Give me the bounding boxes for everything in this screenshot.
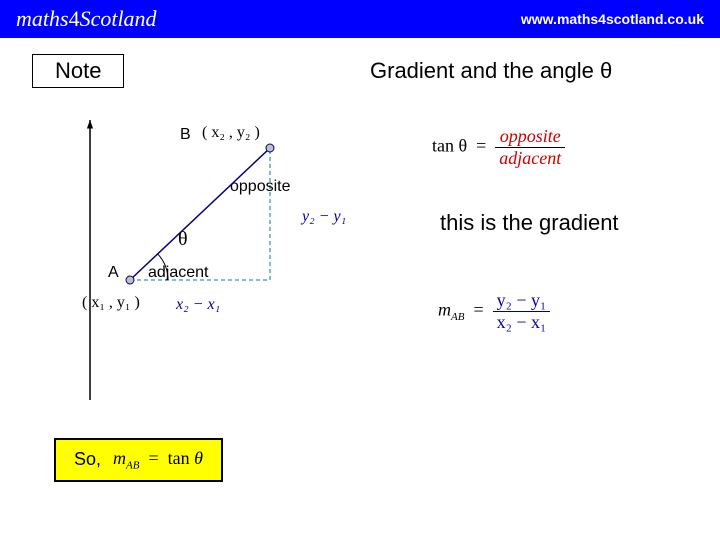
tan-formula: tan θ = opposite adjacent [432,126,565,169]
mab-formula: mAB = y₂ − y₁ x₂ − x₁ [438,290,550,333]
mab-num: y₂ − y₁ [493,290,551,312]
so-box: So, mAB = tan θ [54,438,223,482]
brand-prefix: maths [16,6,69,31]
tan-eq-sign: = [476,136,486,156]
header-url: www.maths4scotland.co.uk [521,11,704,27]
brand-num: 4 [69,6,80,31]
mab-sub: AB [451,311,464,323]
label-b: B [180,126,191,144]
mab-eq-sign: = [473,300,483,320]
coord-b: ( x₂ , y₂ ) [202,124,260,142]
title-prefix: Gradient and the angle [370,58,600,83]
gradient-note: this is the gradient [440,210,619,236]
note-label: Note [55,58,101,83]
label-a: A [108,264,119,282]
so-label: So, [74,449,101,470]
brand: maths4Scotland [16,6,157,32]
tan-lhs: tan θ [432,136,467,156]
triangle-diagram [30,120,370,400]
note-box: Note [32,54,124,88]
so-tan: tan [168,448,190,468]
page-title: Gradient and the angle θ [370,58,612,84]
coord-a: ( x₁ , y₁ ) [82,294,140,312]
tan-fraction: opposite adjacent [495,126,565,169]
tan-lhs-text: tan θ [432,136,467,156]
brand-suffix: Scotland [80,6,157,31]
label-adjacent: adjacent [148,264,209,282]
label-opposite: opposite [230,178,291,196]
x-diff-label: x₂ − x₁ [176,296,220,314]
so-eq: = [148,448,158,468]
mab-m: m [438,300,451,320]
y-diff-label: y₂ − y₁ [302,208,346,226]
mab-den: x₂ − x₁ [493,312,551,333]
theta-label: θ [178,228,188,251]
tan-num: opposite [495,126,565,148]
mab-fraction: y₂ − y₁ x₂ − x₁ [493,290,551,333]
tan-den: adjacent [495,148,565,169]
so-theta: θ [194,448,203,468]
header-bar: maths4Scotland www.maths4scotland.co.uk [0,0,720,38]
so-sub: AB [126,460,139,472]
so-m: m [113,448,126,468]
title-theta: θ [600,58,612,83]
